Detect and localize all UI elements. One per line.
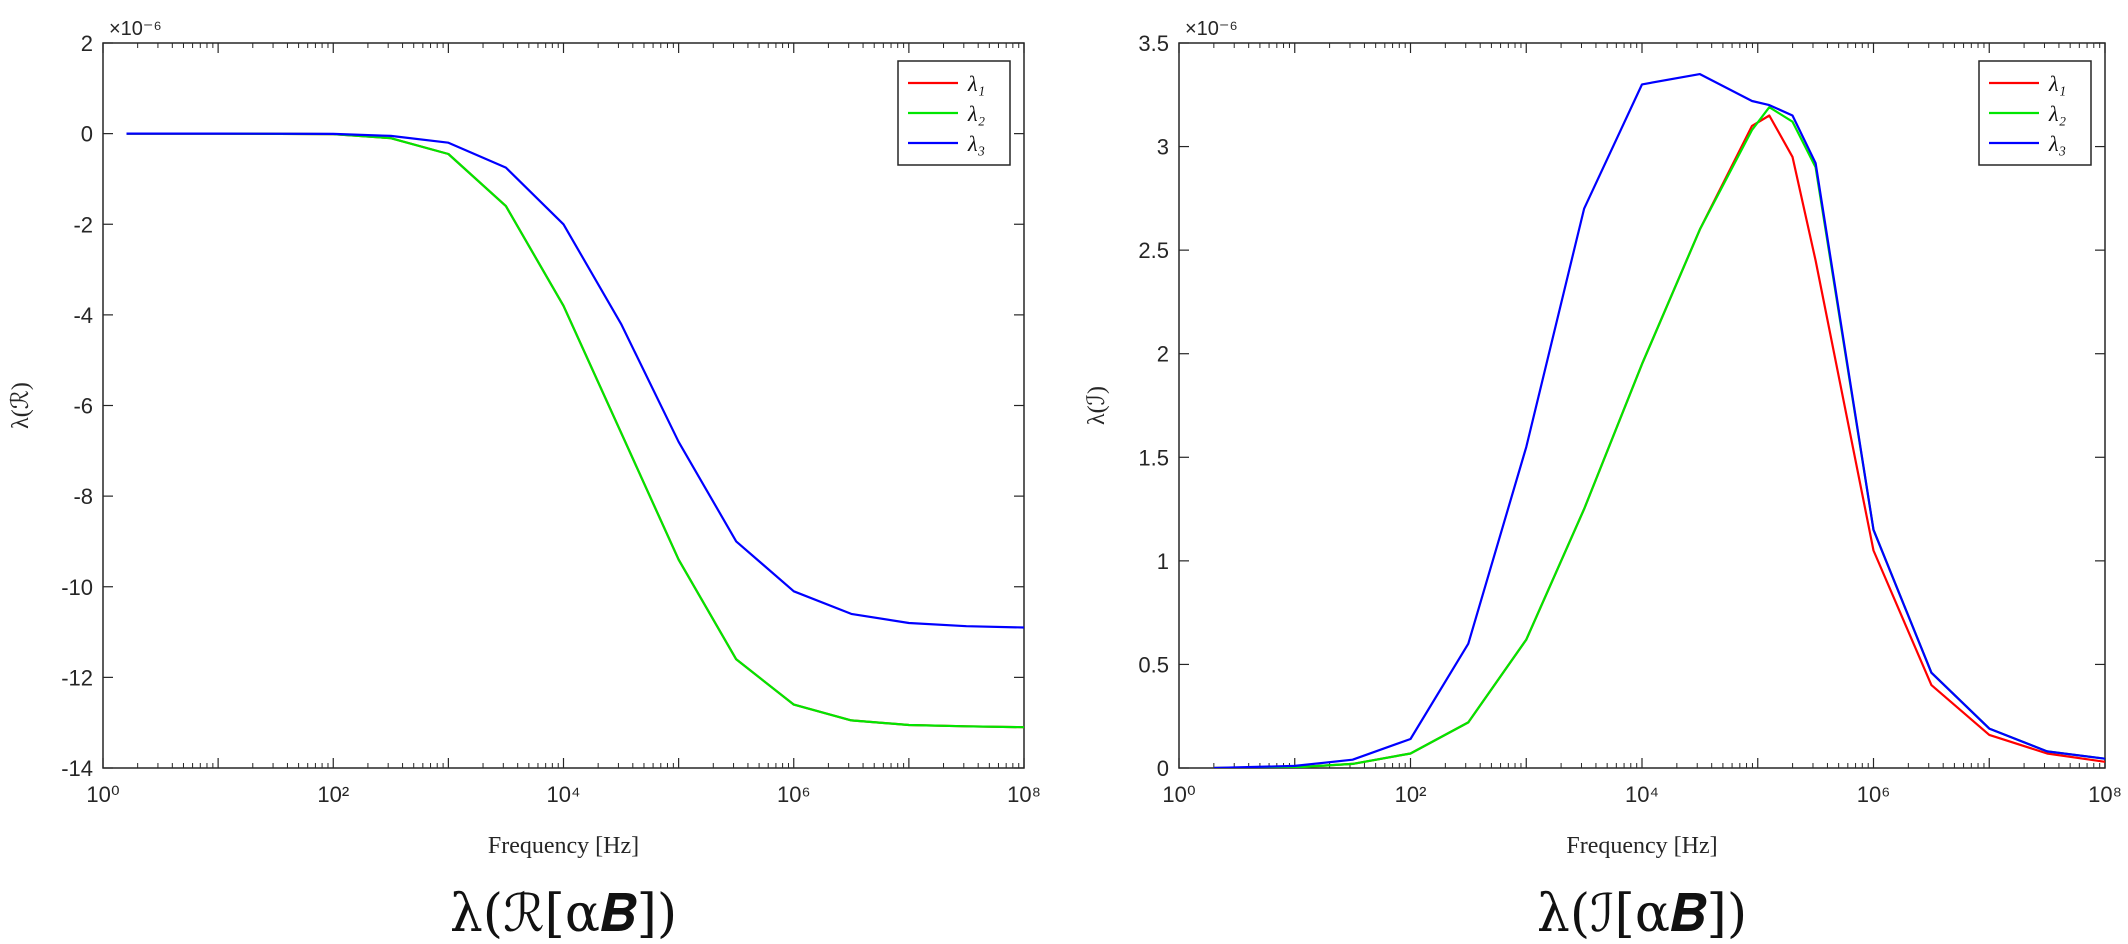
legend-label-2: λ₂: [2048, 101, 2067, 126]
x-tick-label: 10⁴: [1625, 782, 1659, 807]
series-line-3: [126, 132, 1024, 629]
y-tick-label: -14: [61, 756, 93, 781]
chart-caption: λ(ℐ[α𝑩]): [1537, 884, 1747, 944]
legend-label-3: λ₃: [967, 131, 985, 156]
y-tick-label: 3: [1157, 135, 1169, 160]
chart-2: 10⁰ 10² 10⁴ 10⁶ 10⁸ 0 0.5 1 1.5 2 2.5 3 3.5 ×10⁻⁶ Freq…: [1084, 18, 2122, 944]
legend: λ₁ λ₂ λ₃: [1978, 60, 2092, 166]
legend-label-1: λ₁: [967, 71, 985, 96]
chart-1: 10⁰ 10² 10⁴ 10⁶ 10⁸ 2 0 -2 -4 -6 -8 -10 -12 -14 ×10⁻⁶ F…: [8, 18, 1041, 944]
y-tick-label: 2: [81, 31, 93, 56]
plot-area: [1178, 42, 2106, 769]
chart-caption: λ(ℛ[α𝑩]): [450, 884, 677, 944]
y-tick-label: 3.5: [1138, 31, 1169, 56]
y-tick-label: 0.5: [1138, 652, 1169, 677]
x-tick-label: 10⁰: [1162, 782, 1195, 807]
y-exponent-label: ×10⁻⁶: [109, 18, 162, 40]
x-tick-label: 10⁴: [547, 782, 581, 807]
legend-label-3: λ₃: [2048, 131, 2066, 156]
x-tick-label: 10⁸: [2088, 782, 2122, 807]
x-tick-label: 10²: [317, 782, 349, 807]
y-tick-label: 0: [81, 122, 93, 147]
x-axis-label: Frequency [Hz]: [488, 833, 639, 859]
x-axis-label: Frequency [Hz]: [1566, 833, 1717, 859]
x-tick-label: 10⁶: [1857, 782, 1891, 807]
y-axis-label: λ(ℐ): [1084, 386, 1110, 425]
y-tick-label: 0: [1157, 756, 1169, 781]
y-tick-label: 2: [1157, 342, 1169, 367]
y-tick-label: -4: [73, 303, 93, 328]
x-tick-label: 10²: [1395, 782, 1427, 807]
y-axis-label: λ(ℛ): [8, 382, 34, 429]
y-tick-label: -12: [61, 665, 93, 690]
x-tick-label: 10⁸: [1007, 782, 1041, 807]
y-tick-label: -8: [73, 484, 93, 509]
plot-area: [102, 42, 1025, 769]
y-tick-label: 1.5: [1138, 445, 1169, 470]
y-tick-label: 1: [1157, 549, 1169, 574]
x-tick-label: 10⁰: [86, 782, 119, 807]
y-exponent-label: ×10⁻⁶: [1185, 18, 1238, 40]
y-tick-label: -6: [73, 394, 93, 419]
y-tick-label: -10: [61, 575, 93, 600]
legend-label-1: λ₁: [2048, 71, 2066, 96]
y-tick-label: -2: [73, 212, 93, 237]
legend-label-2: λ₂: [967, 101, 986, 126]
series-line-3: [1213, 72, 2105, 768]
x-tick-label: 10⁶: [777, 782, 811, 807]
legend: λ₁ λ₂ λ₃: [897, 60, 1011, 166]
y-tick-label: 2.5: [1138, 238, 1169, 263]
